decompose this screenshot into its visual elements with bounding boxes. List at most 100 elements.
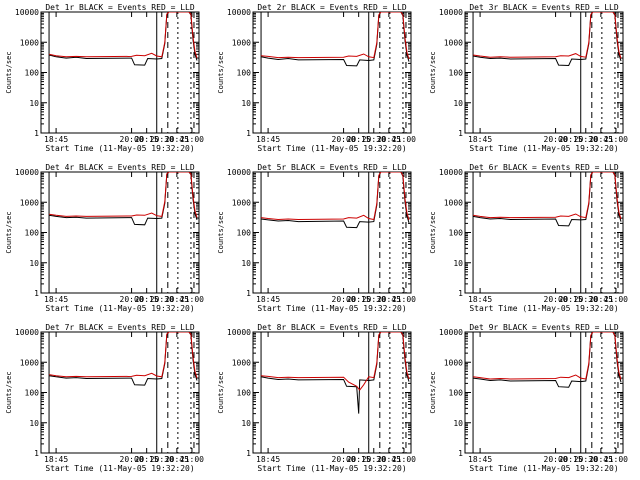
y-tick-label: 1000 <box>232 358 251 367</box>
x-tick-label: 20:45 <box>165 455 189 464</box>
y-tick-label: 10 <box>453 259 463 268</box>
y-tick-label: 10 <box>453 419 463 428</box>
x-tick-label: 20:00 <box>544 455 568 464</box>
events-series-line <box>49 332 198 386</box>
y-tick-label: 10 <box>453 99 463 108</box>
x-tick-label: 20:00 <box>120 455 144 464</box>
x-tick-label: 20:30 <box>150 295 174 304</box>
x-tick-label: 20:30 <box>362 455 386 464</box>
series-group <box>261 332 410 414</box>
x-axis-label: Start Time (11-May-05 19:32:20) <box>257 144 406 153</box>
panel-det-5: Det 5r BLACK = Events RED = LLD 1 10 100 100… <box>217 163 416 313</box>
panel-title: Det 5r BLACK = Events RED = LLD <box>257 163 406 172</box>
x-tick-label: 20:30 <box>150 455 174 464</box>
series-group <box>473 172 622 227</box>
x-tick-label: 18:45 <box>44 295 68 304</box>
y-tick-label: 10 <box>29 419 39 428</box>
x-axis-label: Start Time (11-May-05 19:32:20) <box>469 464 618 473</box>
y-tick-label: 10000 <box>15 168 39 177</box>
panel-det-7: Det 7r BLACK = Events RED = LLD 1 10 100 100… <box>5 323 204 473</box>
y-tick-label: 10000 <box>439 328 463 337</box>
y-tick-label: 100 <box>25 229 40 238</box>
y-axis-label: Counts/sec <box>217 51 225 93</box>
x-tick-label: 20:30 <box>574 455 598 464</box>
lld-series-line <box>261 332 410 391</box>
x-tick-label: 18:45 <box>256 295 280 304</box>
y-tick-label: 10000 <box>227 8 251 17</box>
lld-series-line <box>261 172 410 221</box>
plot-frame <box>464 11 624 134</box>
y-tick-label: 10000 <box>15 8 39 17</box>
y-tick-label: 1000 <box>444 198 463 207</box>
lld-series-line <box>473 332 622 380</box>
panel-title: Det 9r BLACK = Events RED = LLD <box>469 323 618 332</box>
x-tick-label: 21:00 <box>604 455 628 464</box>
y-axis-label: Counts/sec <box>5 51 13 93</box>
panel-det-9: Det 9r BLACK = Events RED = LLD 1 10 100 100… <box>429 323 628 473</box>
x-tick-label: 20:15 <box>347 455 371 464</box>
x-axis-label: Start Time (11-May-05 19:32:20) <box>45 144 194 153</box>
panel-title: Det 4r BLACK = Events RED = LLD <box>45 163 194 172</box>
series-group <box>261 172 410 229</box>
x-tick-label: 18:45 <box>44 135 68 144</box>
x-tick-label: 21:00 <box>392 455 416 464</box>
x-tick-label: 20:15 <box>559 135 583 144</box>
y-tick-label: 10 <box>241 259 251 268</box>
plot-frame <box>40 11 200 134</box>
panel-det-3: Det 3r BLACK = Events RED = LLD 1 10 100 100… <box>429 3 628 153</box>
panel-det-8: Det 8r BLACK = Events RED = LLD 1 10 100 100… <box>217 323 416 473</box>
y-tick-label: 100 <box>237 229 252 238</box>
panel-title: Det 6r BLACK = Events RED = LLD <box>469 163 618 172</box>
x-tick-label: 18:45 <box>256 455 280 464</box>
lld-series-line <box>473 12 622 59</box>
x-axis-label: Start Time (11-May-05 19:32:20) <box>469 144 618 153</box>
series-group <box>49 332 198 386</box>
events-series-line <box>49 172 198 226</box>
y-tick-label: 10000 <box>227 328 251 337</box>
x-axis-label: Start Time (11-May-05 19:32:20) <box>45 304 194 313</box>
x-tick-label: 18:45 <box>468 135 492 144</box>
x-tick-label: 21:00 <box>392 135 416 144</box>
y-tick-label: 1000 <box>444 38 463 47</box>
panel-det-6: Det 6r BLACK = Events RED = LLD 1 10 100 100… <box>429 163 628 313</box>
y-axis-label: Counts/sec <box>429 371 437 413</box>
plot-frame <box>40 331 200 454</box>
y-axis-label: Counts/sec <box>429 51 437 93</box>
y-axis-label: Counts/sec <box>217 211 225 253</box>
panel-det-2: Det 2r BLACK = Events RED = LLD 1 10 100 100… <box>217 3 416 153</box>
x-tick-label: 20:45 <box>589 135 613 144</box>
x-tick-label: 21:00 <box>180 135 204 144</box>
x-tick-label: 20:00 <box>120 295 144 304</box>
y-tick-label: 1 <box>458 129 463 138</box>
y-tick-label: 10 <box>241 99 251 108</box>
x-tick-label: 20:00 <box>332 295 356 304</box>
panel-det-1: Det 1r BLACK = Events RED = LLD 1 10 100 100… <box>5 3 204 153</box>
x-tick-label: 20:00 <box>544 135 568 144</box>
series-group <box>473 12 622 67</box>
y-tick-label: 10 <box>241 419 251 428</box>
events-series-line <box>48 12 198 66</box>
x-tick-label: 20:45 <box>165 295 189 304</box>
x-tick-label: 18:45 <box>468 295 492 304</box>
y-axis-label: Counts/sec <box>429 211 437 253</box>
y-tick-label: 1000 <box>20 198 39 207</box>
x-axis-label: Start Time (11-May-05 19:32:20) <box>257 464 406 473</box>
x-tick-label: 20:30 <box>150 135 174 144</box>
y-tick-label: 1000 <box>232 38 251 47</box>
lld-series-line <box>49 12 198 59</box>
y-tick-label: 1 <box>34 129 39 138</box>
x-tick-label: 20:45 <box>589 455 613 464</box>
x-tick-label: 20:15 <box>135 455 159 464</box>
x-tick-label: 20:30 <box>574 295 598 304</box>
x-tick-label: 20:45 <box>377 295 401 304</box>
y-axis-label: Counts/sec <box>5 371 13 413</box>
panel-det-4: Det 4r BLACK = Events RED = LLD 1 10 100 100… <box>5 163 204 313</box>
x-axis-label: Start Time (11-May-05 19:32:20) <box>257 304 406 313</box>
x-tick-label: 20:30 <box>362 135 386 144</box>
x-tick-label: 20:45 <box>377 135 401 144</box>
x-tick-label: 18:45 <box>256 135 280 144</box>
x-tick-label: 21:00 <box>604 295 628 304</box>
x-tick-label: 20:30 <box>362 295 386 304</box>
lld-series-line <box>473 172 622 220</box>
